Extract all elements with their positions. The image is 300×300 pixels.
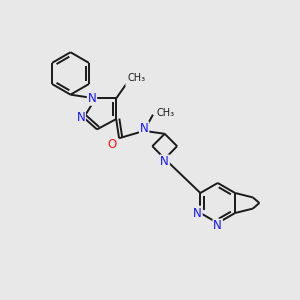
Text: N: N [88, 92, 96, 105]
Text: N: N [76, 111, 85, 124]
Text: O: O [107, 138, 116, 151]
Text: CH₃: CH₃ [157, 108, 175, 118]
Text: N: N [213, 220, 222, 232]
Text: CH₃: CH₃ [128, 74, 146, 83]
Text: N: N [140, 122, 148, 135]
Text: N: N [193, 206, 202, 220]
Text: N: N [160, 155, 169, 168]
